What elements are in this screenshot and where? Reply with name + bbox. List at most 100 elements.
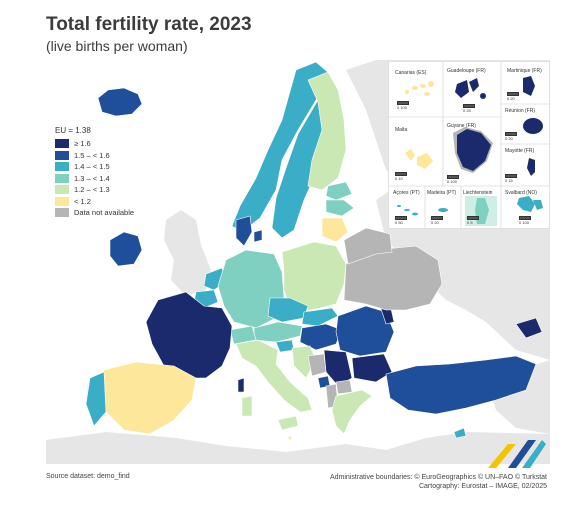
- region-sardinia: [241, 395, 253, 417]
- scale-label: 0 100: [397, 105, 408, 110]
- scale-label: 0 10: [395, 176, 403, 181]
- inset-svalbard: Svalbard (NO) 0 100: [501, 186, 549, 228]
- region-bulgaria: [351, 353, 393, 383]
- region-bosnia: [307, 353, 327, 377]
- inset-panel: Canarias (ES) 0 100 Guadeloupe (FR) 0 25…: [388, 61, 550, 229]
- legend-swatch: [55, 139, 69, 149]
- region-iceland: [97, 87, 143, 117]
- scale-bar: [507, 92, 519, 96]
- region-belarus: [343, 227, 393, 265]
- region-italy: [235, 339, 313, 413]
- region-finland: [307, 71, 347, 191]
- cartography-note: Cartography: Eurostat – IMAGE, 02/2025: [418, 483, 547, 490]
- region-romania: [335, 305, 395, 357]
- scale-bar: [395, 216, 407, 220]
- inset-guyane: Guyane (FR) 0 100: [443, 117, 501, 186]
- region-poland: [281, 241, 347, 311]
- legend-item: 1.5 – < 1.6: [55, 150, 134, 162]
- region-hungary: [299, 323, 343, 351]
- legend-label: 1.3 – < 1.4: [74, 173, 110, 183]
- region-denmark-zealand: [253, 229, 263, 243]
- inset-label: Liechtenstein: [463, 190, 493, 196]
- legend-eu-value: EU = 1.38: [55, 126, 91, 135]
- scale-bar: [467, 216, 479, 220]
- region-north-macedonia: [335, 379, 353, 395]
- region-slovakia: [301, 307, 339, 327]
- scale-label: 0 25: [463, 108, 471, 113]
- region-denmark: [235, 215, 253, 247]
- region-slovenia: [275, 339, 295, 353]
- admin-boundaries-note: Administrative boundaries: © EuroGeograp…: [329, 474, 547, 481]
- legend-label: 1.5 – < 1.6: [74, 150, 110, 160]
- legend-item: Data not available: [55, 207, 134, 219]
- legend-item: 1.2 – < 1.3: [55, 184, 134, 196]
- scale-label: 0 20: [431, 220, 439, 225]
- inset-label: Martinique (FR): [507, 68, 542, 74]
- inset-label: Guadeloupe (FR): [447, 68, 486, 74]
- legend-swatch: [55, 208, 69, 218]
- legend-label: Data not available: [74, 208, 135, 218]
- region-corsica: [237, 377, 245, 393]
- map-subtitle: (live births per woman): [46, 38, 188, 54]
- scale-bar: [505, 174, 517, 178]
- inset-map-reunion: [523, 118, 543, 134]
- legend-label: 1.4 – < 1.5: [74, 162, 110, 172]
- inset-mayotte: Mayotte (FR) 0 15: [501, 144, 549, 186]
- legend-label: < 1.2: [74, 196, 91, 206]
- legend-item: ≥ 1.6: [55, 138, 134, 150]
- legend-swatch: [55, 150, 69, 160]
- scale-bar: [519, 216, 531, 220]
- inset-label: Madeira (PT): [427, 190, 457, 196]
- region-turkey: [385, 355, 537, 415]
- inset-map-svalbard: [517, 196, 543, 212]
- scale-label: 0 20: [507, 96, 515, 101]
- scale-label: 0 15: [505, 178, 513, 183]
- legend-swatch: [55, 173, 69, 183]
- scale-label: 0 20: [505, 136, 513, 141]
- legend-label: 1.2 – < 1.3: [74, 185, 110, 195]
- source-note: Source dataset: demo_find: [46, 473, 130, 480]
- background-land-north-africa: [46, 432, 550, 464]
- eurostat-logo: [488, 440, 546, 468]
- region-sicily: [277, 415, 299, 431]
- inset-grid-lines: [389, 62, 549, 228]
- inset-label: Svalbard (NO): [505, 190, 537, 196]
- inset-label: Canarias (ES): [395, 70, 427, 76]
- inset-canarias: Canarias (ES) 0 100: [389, 62, 443, 117]
- scale-bar: [505, 132, 517, 136]
- inset-map-madeira: [438, 208, 448, 212]
- inset-martinique: Martinique (FR) 0 20: [501, 62, 549, 104]
- scale-label: 0 50: [395, 220, 403, 225]
- scale-bar: [397, 101, 409, 105]
- region-switzerland: [229, 325, 257, 345]
- region-latvia: [325, 199, 355, 217]
- inset-map-acores: [397, 205, 418, 216]
- region-greece: [331, 389, 373, 435]
- map-legend: EU = 1.38 ≥ 1.6 1.5 – < 1.6 1.4 – < 1.5 …: [53, 124, 139, 222]
- inset-reunion: Réunion (FR) 0 20: [501, 104, 549, 144]
- inset-label: Mayotte (FR): [505, 148, 535, 154]
- scale-label: 0 100: [519, 220, 530, 225]
- inset-label: Guyane (FR): [447, 123, 476, 129]
- inset-guadeloupe: Guadeloupe (FR) 0 25: [443, 62, 501, 117]
- inset-madeira: Madeira (PT) 0 20: [425, 186, 461, 228]
- inset-acores: Açores (PT) 0 50: [389, 186, 425, 228]
- inset-label: Açores (PT): [393, 190, 420, 196]
- scale-bar: [431, 216, 443, 220]
- map-title: Total fertility rate, 2023: [46, 14, 252, 35]
- inset-map-martinique: [523, 76, 535, 96]
- legend-item: 1.4 – < 1.5: [55, 161, 134, 173]
- region-malta-dot: [288, 436, 292, 440]
- scale-bar: [463, 104, 475, 108]
- region-portugal: [85, 371, 107, 427]
- region-cyprus: [453, 427, 467, 439]
- background-land-uk: [164, 210, 211, 296]
- region-georgia: [515, 317, 543, 339]
- inset-liechtenstein: Liechtenstein 0 5: [461, 186, 501, 228]
- inset-label: Réunion (FR): [505, 108, 536, 114]
- scale-label: 0 5: [467, 220, 473, 225]
- region-estonia: [325, 181, 353, 201]
- credits: Administrative boundaries: © EuroGeograp…: [330, 473, 547, 491]
- inset-map-guadeloupe: [455, 78, 486, 99]
- legend-label: ≥ 1.6: [74, 139, 91, 149]
